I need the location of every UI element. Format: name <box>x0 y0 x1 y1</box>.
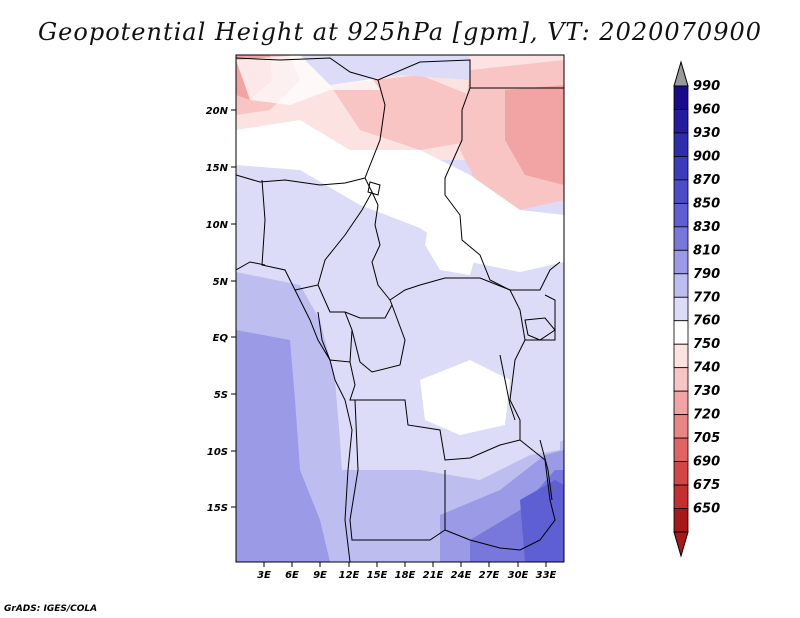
field-west-deep-blue <box>236 330 330 562</box>
lat-label-10s: 10S <box>207 447 228 458</box>
border-zambia <box>444 439 556 551</box>
coast-atlantic <box>294 289 353 562</box>
border-gabon <box>317 311 353 363</box>
border-nigeria-cameroon <box>261 179 373 291</box>
colorbar-label-900: 900 <box>693 149 720 164</box>
colorbar-cell-770 <box>673 296 689 322</box>
colorbar-label-810: 810 <box>693 243 720 258</box>
field-lakes-lavender <box>505 410 560 455</box>
lon-label-18e: 18E <box>395 570 416 581</box>
lake-malawi <box>539 439 553 501</box>
lat-label-15s: 15S <box>207 503 228 514</box>
grads-credit: GrADS: IGES/COLA <box>4 604 98 614</box>
colorbar-cell-740 <box>673 367 689 392</box>
colorbar-cell-960 <box>673 109 689 134</box>
colorbar-cell-990 <box>673 85 689 110</box>
colorbar-label-850: 850 <box>693 196 720 211</box>
border-drc-angola <box>349 361 521 461</box>
colorbar-label-990: 990 <box>693 79 720 94</box>
colorbar-cell-690 <box>673 461 689 486</box>
lon-label-15e: 15E <box>367 570 388 581</box>
colorbar-label-730: 730 <box>693 384 720 399</box>
lat-label-eq: EQ <box>213 333 229 344</box>
colorbar-label-650: 650 <box>693 502 720 517</box>
colorbar-cell-810 <box>673 249 689 275</box>
lon-label-33e: 33E <box>536 570 557 581</box>
colorbar-cell-650 <box>673 508 689 533</box>
lat-label-10n: 10N <box>206 220 229 231</box>
colorbar-label-760: 760 <box>693 314 720 329</box>
coast-west-africa <box>236 261 266 271</box>
colorbar-label-870: 870 <box>693 173 720 188</box>
colorbar-label-740: 740 <box>693 361 720 376</box>
colorbar-label-705: 705 <box>693 431 720 446</box>
lon-axis: 3E 6E 9E 12E 15E 18E 21E 24E 27E 30E 33E <box>257 562 557 581</box>
colorbar-cell-760 <box>673 320 689 345</box>
colorbar-label-675: 675 <box>693 478 720 493</box>
colorbar-bottom-arrow <box>673 531 689 558</box>
lon-label-30e: 30E <box>508 570 529 581</box>
border-angola-namibia <box>349 399 446 541</box>
border-nigeria-niger <box>236 174 366 186</box>
colorbar-label-770: 770 <box>693 290 720 305</box>
colorbar-cell-705 <box>673 437 689 462</box>
lon-label-3e: 3E <box>257 570 271 581</box>
colorbar-label-790: 790 <box>693 267 720 282</box>
map-title: Geopotential Height at 925hPa [gpm], VT:… <box>38 18 762 46</box>
lat-label-5s: 5S <box>214 390 228 401</box>
border-chad-sudan <box>444 87 561 291</box>
colorbar-label-690: 690 <box>693 455 720 470</box>
lon-label-12e: 12E <box>339 570 360 581</box>
colorbar-cell-830 <box>673 226 689 251</box>
colorbar-cell-790 <box>673 273 689 298</box>
lon-label-21e: 21E <box>423 570 444 581</box>
colorbar-cell-675 <box>673 484 689 509</box>
lon-label-27e: 27E <box>479 570 500 581</box>
border-congo <box>351 304 406 373</box>
lat-label-15n: 15N <box>206 163 229 174</box>
colorbar-cell-870 <box>673 179 689 204</box>
lat-label-5n: 5N <box>213 277 229 288</box>
lon-label-6e: 6E <box>285 570 299 581</box>
lat-label-20n: 20N <box>206 106 229 117</box>
field-north-pink <box>330 75 480 150</box>
colorbar-labels: 990 960 930 900 870 850 830 810 790 770 760 750 740 7… <box>693 79 720 517</box>
colorbar-label-830: 830 <box>693 220 720 235</box>
lon-label-9e: 9E <box>313 570 327 581</box>
map-frame <box>235 54 565 563</box>
colorbar-top-arrow <box>673 60 689 87</box>
colorbar-label-720: 720 <box>693 408 720 423</box>
lat-axis: 20N 15N 10N 5N EQ 5S 10S 15S <box>206 106 236 514</box>
border-niger-chad <box>236 57 386 206</box>
colorbar-cell-720 <box>673 414 689 439</box>
field-central-white <box>425 215 480 275</box>
colorbar-cell-930 <box>673 132 689 157</box>
border-drc-east <box>509 289 526 440</box>
colorbar-cell-850 <box>673 202 689 228</box>
border-libya-sudan <box>377 59 564 89</box>
country-borders <box>236 57 564 562</box>
geopotential-field <box>236 55 564 562</box>
lake-victoria <box>524 317 556 341</box>
field-southeast-deepest-blue <box>520 480 564 562</box>
lon-label-24e: 24E <box>451 570 472 581</box>
field-northeast-red <box>505 85 564 185</box>
lake-chad <box>367 181 381 196</box>
colorbar-cells <box>673 85 689 533</box>
lake-tanganyika <box>499 354 516 421</box>
colorbar-label-930: 930 <box>693 126 720 141</box>
colorbar-cell-750 <box>673 343 689 369</box>
colorbar: 990 960 930 900 870 850 830 810 790 770 760 750 740 7… <box>673 60 720 558</box>
colorbar-cell-730 <box>673 390 689 416</box>
colorbar-cell-900 <box>673 156 689 181</box>
colorbar-label-750: 750 <box>693 337 720 352</box>
field-north-lavender <box>300 55 470 85</box>
field-white-band <box>236 120 564 272</box>
field-south-white <box>420 360 510 435</box>
colorbar-label-960: 960 <box>693 102 720 117</box>
